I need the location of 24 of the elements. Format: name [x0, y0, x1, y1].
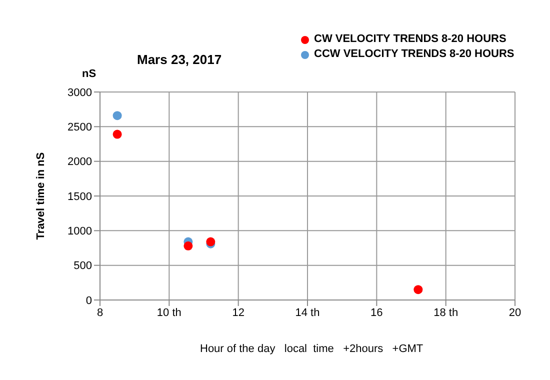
point [184, 241, 193, 250]
legend-label: CW VELOCITY TRENDS 8-20 HOURS [314, 32, 506, 47]
x-tick-label: 12 [232, 306, 244, 319]
point [414, 285, 423, 294]
y-tick-label: 3000 [68, 86, 92, 99]
y-tick-label: 1500 [68, 190, 92, 203]
y-tick-label: 0 [86, 294, 92, 307]
y-tick-label: 2000 [68, 156, 92, 168]
y-tick-label: 2500 [68, 122, 92, 134]
point [112, 111, 122, 120]
y-tick-label: 1000 [68, 226, 92, 238]
x-tick-label: 10 th [156, 306, 182, 319]
chart-title: Mars 23, 2017 [137, 52, 222, 67]
y-tick-label: 500 [74, 260, 92, 272]
point [112, 130, 122, 139]
x-axis-title: Hour of the day local time +2hours +GMT [200, 343, 424, 355]
text: nS [82, 68, 96, 80]
x-tick-label: 14 th [295, 306, 320, 319]
x-tick-label: 20 [508, 306, 522, 319]
x-tick-label: 8 [96, 306, 104, 319]
legend-label: CCW VELOCITY TRENDS 8-20 HOURS [314, 47, 514, 62]
x-tick-label: 18 th [434, 306, 458, 319]
x-tick-label: 16 [370, 306, 383, 319]
y-axis-title: Travel time in nS [34, 152, 47, 240]
